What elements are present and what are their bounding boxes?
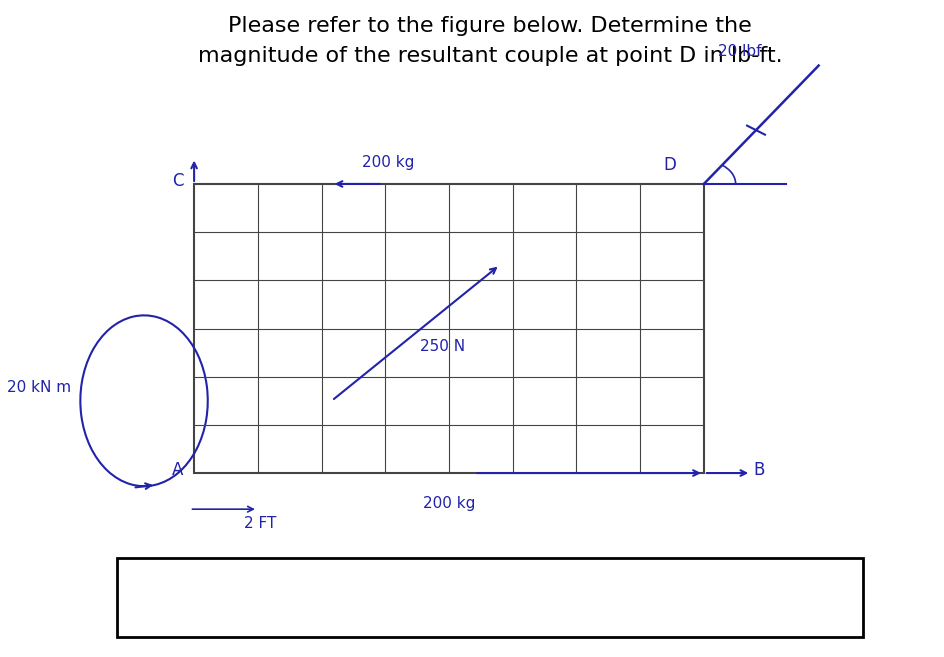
Bar xyxy=(117,558,862,637)
Text: B: B xyxy=(753,461,765,479)
Text: 200 kg: 200 kg xyxy=(422,496,475,511)
Text: Please refer to the figure below. Determine the: Please refer to the figure below. Determ… xyxy=(228,16,751,36)
Text: 200 kg: 200 kg xyxy=(362,154,413,170)
Text: D: D xyxy=(663,156,676,174)
Bar xyxy=(194,184,703,473)
Text: magnitude of the resultant couple at point D in lb-ft.: magnitude of the resultant couple at poi… xyxy=(197,46,782,66)
Text: A: A xyxy=(172,461,183,479)
Text: 250 N: 250 N xyxy=(420,340,465,354)
Text: 20 kN m: 20 kN m xyxy=(8,380,71,395)
Text: 20 lbf: 20 lbf xyxy=(717,44,761,59)
Text: 2 FT: 2 FT xyxy=(244,516,277,531)
Text: C: C xyxy=(172,171,183,190)
